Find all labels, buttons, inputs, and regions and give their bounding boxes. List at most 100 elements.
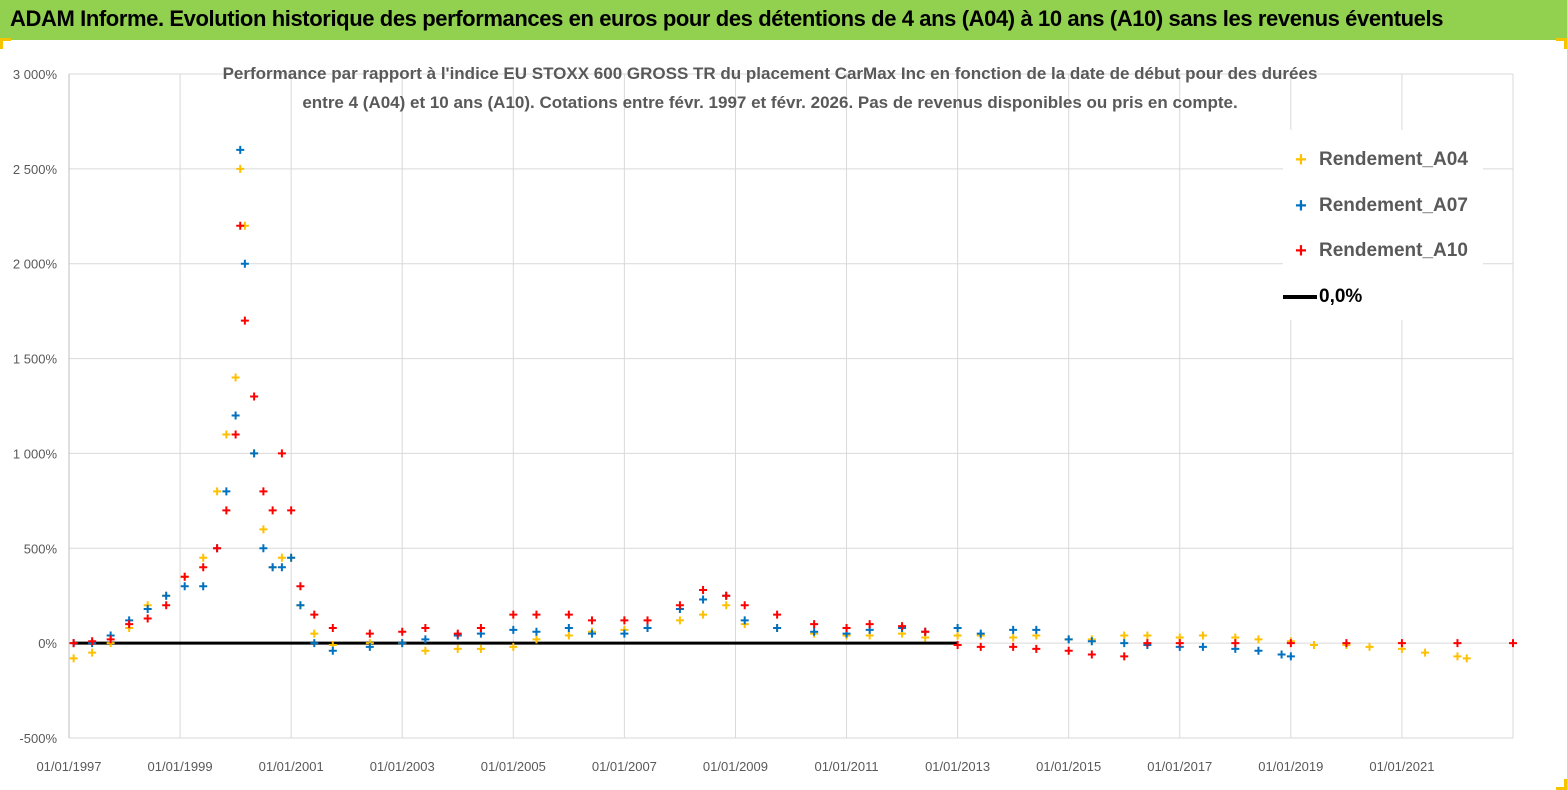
data-point-a07	[564, 623, 573, 632]
data-point-a10	[509, 610, 518, 619]
data-point-a10	[1397, 639, 1406, 648]
data-point-a07	[328, 646, 337, 655]
data-point-a10	[310, 610, 319, 619]
data-point-a10	[240, 316, 249, 325]
y-tick-label: 3 000%	[13, 67, 58, 82]
y-tick-label: 1 000%	[13, 446, 58, 461]
chart-legend: + Rendement_A04 + Rendement_A07 + Rendem…	[1283, 130, 1483, 320]
x-tick-label: 01/01/2009	[703, 759, 768, 774]
data-point-a07	[532, 627, 541, 636]
data-point-a07	[259, 544, 268, 553]
data-point-a10	[162, 601, 171, 610]
data-point-a10	[532, 610, 541, 619]
data-point-a07	[421, 635, 430, 644]
data-point-a07	[740, 616, 749, 625]
data-point-a10	[277, 449, 286, 458]
data-point-a10	[740, 601, 749, 610]
data-point-a10	[476, 623, 485, 632]
legend-label-a07: Rendement_A07	[1319, 195, 1468, 216]
data-point-a10	[69, 639, 78, 648]
data-point-a07	[231, 411, 240, 420]
data-point-a07	[953, 623, 962, 632]
data-point-a10	[222, 506, 231, 515]
legend-line-zero	[1283, 295, 1317, 299]
data-point-a04	[236, 164, 245, 173]
data-point-a07	[310, 639, 319, 648]
data-point-a04	[699, 610, 708, 619]
y-tick-label: 0%	[38, 636, 57, 651]
data-point-a10	[1453, 639, 1462, 648]
data-point-a07	[287, 553, 296, 562]
data-point-a10	[1120, 652, 1129, 661]
data-point-a07	[1277, 650, 1286, 659]
data-point-a04	[722, 601, 731, 610]
x-tick-label: 01/01/2005	[481, 759, 546, 774]
data-point-a10	[675, 601, 684, 610]
data-point-a10	[236, 221, 245, 230]
legend-label-a10: Rendement_A10	[1319, 240, 1468, 261]
data-point-a10	[722, 591, 731, 600]
data-point-a07	[268, 563, 277, 572]
x-tick-label: 01/01/1997	[36, 759, 101, 774]
data-point-a07	[222, 487, 231, 496]
y-tick-label: 2 000%	[13, 257, 58, 272]
data-point-a07	[810, 627, 819, 636]
data-point-a04	[1309, 641, 1318, 650]
data-point-a07	[643, 623, 652, 632]
x-tick-label: 01/01/2001	[259, 759, 324, 774]
x-tick-label: 01/01/1999	[148, 759, 213, 774]
data-point-a10	[1342, 639, 1351, 648]
data-point-a10	[125, 620, 134, 629]
legend-label-zero: 0,0%	[1319, 286, 1363, 307]
data-point-a07	[240, 259, 249, 268]
data-point-a10	[180, 572, 189, 581]
data-point-a10	[259, 487, 268, 496]
data-point-a10	[1175, 639, 1184, 648]
data-point-a10	[1231, 639, 1240, 648]
data-point-a07	[1120, 639, 1129, 648]
title-banner: ADAM Informe. Evolution historique des p…	[0, 0, 1567, 40]
data-point-a04	[310, 629, 319, 638]
data-point-a04	[199, 553, 208, 562]
data-point-a07	[250, 449, 259, 458]
legend-marker-a10: +	[1295, 239, 1307, 262]
data-point-a10	[328, 623, 337, 632]
y-tick-label: 2 500%	[13, 162, 58, 177]
data-point-a07	[1009, 625, 1018, 634]
data-point-a07	[1064, 635, 1073, 644]
series-a04	[69, 164, 1471, 663]
data-point-a07	[587, 629, 596, 638]
data-point-a10	[231, 430, 240, 439]
data-point-a04	[213, 487, 222, 496]
y-tick-label: 500%	[24, 541, 58, 556]
series-a07	[69, 145, 1295, 661]
y-tick-label: 1 500%	[13, 352, 58, 367]
legend-item-zero: 0,0%	[1283, 282, 1362, 312]
x-tick-label: 01/01/2015	[1036, 759, 1101, 774]
data-point-a04	[88, 648, 97, 657]
data-point-a07	[180, 582, 189, 591]
data-point-a04	[453, 644, 462, 653]
data-point-a04	[1143, 631, 1152, 640]
data-point-a07	[398, 639, 407, 648]
data-point-a04	[953, 631, 962, 640]
data-point-a10	[842, 623, 851, 632]
data-point-a10	[620, 616, 629, 625]
data-point-a04	[1009, 633, 1018, 642]
data-point-a04	[1365, 642, 1374, 651]
data-point-a07	[620, 629, 629, 638]
data-point-a10	[1509, 639, 1517, 648]
corner-mark-top-left	[0, 38, 11, 49]
data-point-a10	[898, 622, 907, 631]
data-point-a04	[222, 430, 231, 439]
data-point-a04	[675, 616, 684, 625]
data-point-a07	[1254, 646, 1263, 655]
data-point-a10	[287, 506, 296, 515]
data-point-a04	[277, 553, 286, 562]
data-point-a10	[296, 582, 305, 591]
legend-item-a07: + Rendement_A07	[1283, 191, 1468, 221]
data-point-a04	[259, 525, 268, 534]
data-point-a07	[1198, 642, 1207, 651]
data-point-a07	[1286, 652, 1295, 661]
x-tick-label: 01/01/2013	[925, 759, 990, 774]
